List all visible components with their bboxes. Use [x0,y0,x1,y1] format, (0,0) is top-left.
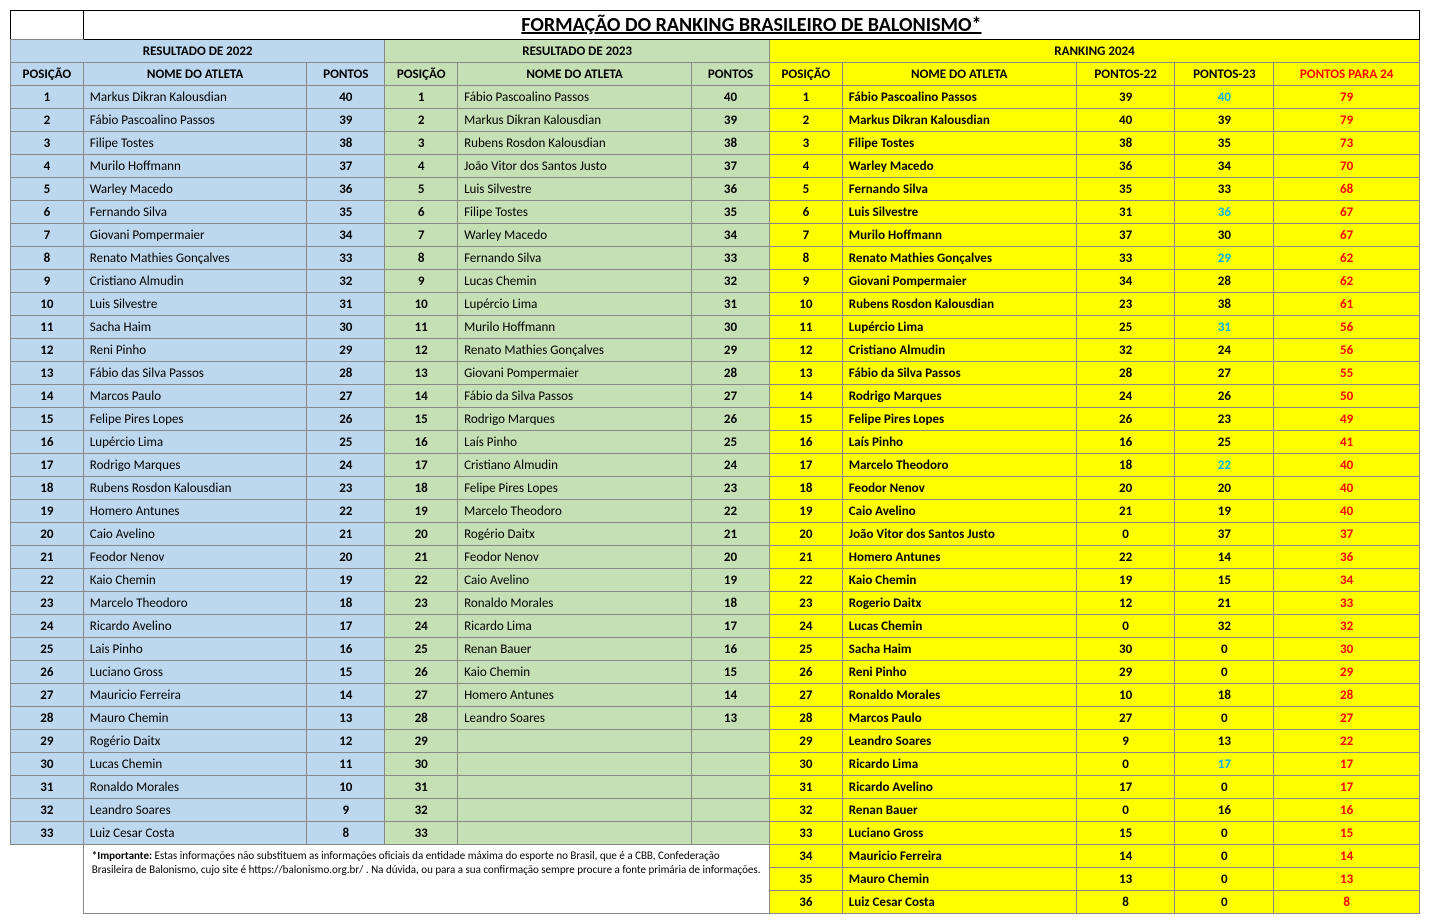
table-row: 20Caio Avelino2120Rogério Daitx2120João … [11,523,1420,546]
table-row: 2Fábio Pascoalino Passos392Markus Dikran… [11,109,1420,132]
table-row: 25Lais Pinho1625Renan Bauer1625Sacha Hai… [11,638,1420,661]
table-row: 5Warley Macedo365Luis Silvestre365Fernan… [11,178,1420,201]
page-title: FORMAÇÃO DO RANKING BRASILEIRO DE BALONI… [83,11,1419,40]
col-pontos-23: PONTOS [692,63,770,86]
table-row: 29Rogério Daitx122929Leandro Soares91322 [11,730,1420,753]
table-row: 16Lupércio Lima2516Laís Pinho2516Laís Pi… [11,431,1420,454]
table-row: 12Reni Pinho2912Renato Mathies Gonçalves… [11,339,1420,362]
col-nome-22: NOME DO ATLETA [83,63,307,86]
col-nome-24: NOME DO ATLETA [842,63,1076,86]
table-row: 30Lucas Chemin113030Ricardo Lima01717 [11,753,1420,776]
column-head-row: POSIÇÃO NOME DO ATLETA PONTOS POSIÇÃO NO… [11,63,1420,86]
col-pontos22: PONTOS-22 [1076,63,1175,86]
footnote: *Importante: Estas informações não subst… [83,845,769,914]
section-2023: RESULTADO DE 2023 [385,40,770,63]
table-row: 31Ronaldo Morales103131Ricardo Avelino17… [11,776,1420,799]
table-row: 33Luiz Cesar Costa83333Luciano Gross1501… [11,822,1420,845]
table-row: 26Luciano Gross1526Kaio Chemin1526Reni P… [11,661,1420,684]
table-row: 6Fernando Silva356Filipe Tostes356Luis S… [11,201,1420,224]
table-row: 10Luis Silvestre3110Lupércio Lima3110Rub… [11,293,1420,316]
table-row: 24Ricardo Avelino1724Ricardo Lima1724Luc… [11,615,1420,638]
col-pontos24: PONTOS PARA 24 [1274,63,1420,86]
ranking-table: FORMAÇÃO DO RANKING BRASILEIRO DE BALONI… [10,10,1420,914]
col-pontos23: PONTOS-23 [1175,63,1274,86]
table-row: 7Giovani Pompermaier347Warley Macedo347M… [11,224,1420,247]
table-row: 28Mauro Chemin1328Leandro Soares1328Marc… [11,707,1420,730]
table-row: 3Filipe Tostes383Rubens Rosdon Kalousdia… [11,132,1420,155]
table-row: 18Rubens Rosdon Kalousdian2318Felipe Pir… [11,477,1420,500]
table-row: 13Fábio das Silva Passos2813Giovani Pomp… [11,362,1420,385]
col-pontos-22: PONTOS [307,63,385,86]
table-row: 32Leandro Soares93232Renan Bauer01616 [11,799,1420,822]
table-row: 27Mauricio Ferreira1427Homero Antunes142… [11,684,1420,707]
title-row: FORMAÇÃO DO RANKING BRASILEIRO DE BALONI… [11,11,1420,40]
col-posicao-24: POSIÇÃO [769,63,842,86]
table-row: 8Renato Mathies Gonçalves338Fernando Sil… [11,247,1420,270]
table-row: 1Markus Dikran Kalousdian401Fábio Pascoa… [11,86,1420,109]
table-row: 17Rodrigo Marques2417Cristiano Almudin24… [11,454,1420,477]
col-nome-23: NOME DO ATLETA [458,63,692,86]
table-row: 15Felipe Pires Lopes2615Rodrigo Marques2… [11,408,1420,431]
table-row: 23Marcelo Theodoro1823Ronaldo Morales182… [11,592,1420,615]
section-2024: RANKING 2024 [769,40,1419,63]
section-head-row: RESULTADO DE 2022 RESULTADO DE 2023 RANK… [11,40,1420,63]
table-row: 11Sacha Haim3011Murilo Hoffmann3011Lupér… [11,316,1420,339]
table-row: 21Feodor Nenov2021Feodor Nenov2021Homero… [11,546,1420,569]
col-posicao-23: POSIÇÃO [385,63,458,86]
col-posicao-22: POSIÇÃO [11,63,84,86]
table-row: 9Cristiano Almudin329Lucas Chemin329Giov… [11,270,1420,293]
table-row: 22Kaio Chemin1922Caio Avelino1922Kaio Ch… [11,569,1420,592]
table-row: *Importante: Estas informações não subst… [11,845,1420,868]
section-2022: RESULTADO DE 2022 [11,40,385,63]
table-row: 14Marcos Paulo2714Fábio da Silva Passos2… [11,385,1420,408]
table-row: 4Murilo Hoffmann374João Vitor dos Santos… [11,155,1420,178]
table-row: 19Homero Antunes2219Marcelo Theodoro2219… [11,500,1420,523]
